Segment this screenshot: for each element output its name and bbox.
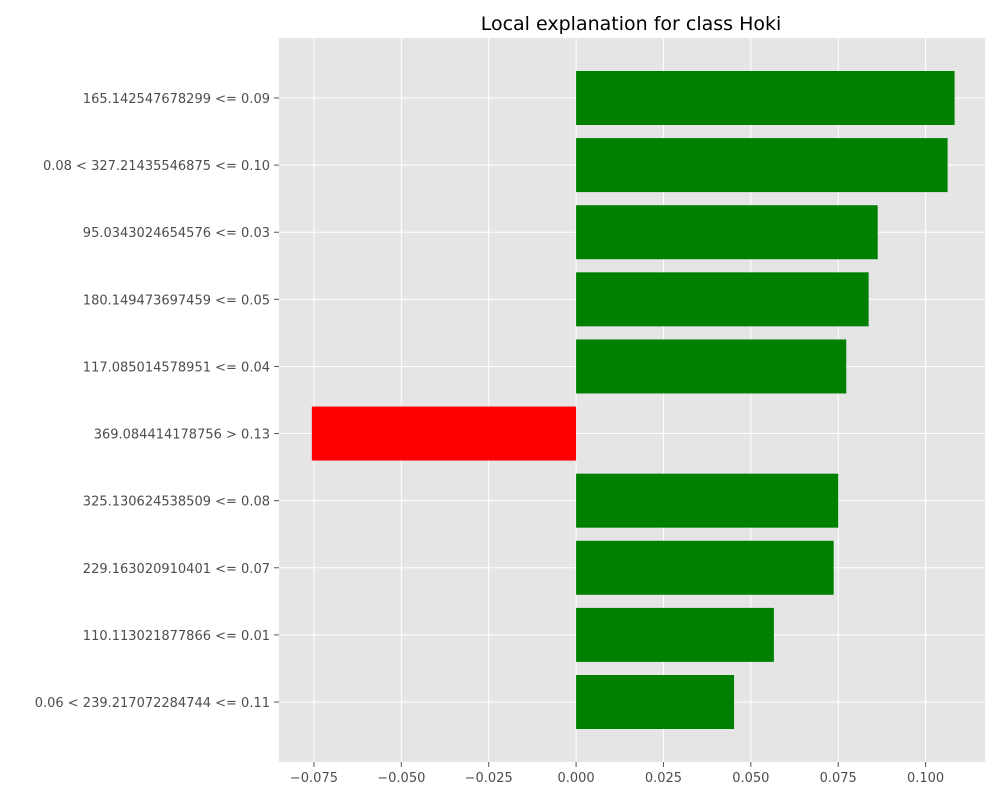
bar: [576, 71, 955, 125]
y-tick-label: 229.163020910401 <= 0.07: [83, 562, 270, 577]
bar: [576, 473, 839, 528]
x-tick-label: −0.075: [290, 771, 338, 786]
x-tick-label: −0.050: [377, 771, 425, 786]
chart-title: Local explanation for class Hoki: [481, 13, 782, 35]
y-tick-label: 117.085014578951 <= 0.04: [83, 360, 270, 375]
y-tick-label: 180.149473697459 <= 0.05: [83, 293, 270, 308]
bar: [311, 406, 577, 461]
x-axis-tick-labels: −0.075 −0.050 −0.025 0.000 0.025 0.050 0.075 0.…: [290, 762, 944, 786]
x-tick-label: 0.000: [557, 771, 594, 786]
x-tick-label: −0.025: [465, 771, 513, 786]
y-axis-tick-labels: 165.142547678299 <= 0.09 0.08 < 327.21435…: [35, 92, 279, 711]
bar: [576, 138, 948, 193]
y-tick-label: 0.06 < 239.217072284744 <= 0.11: [35, 696, 270, 711]
y-tick-label: 0.08 < 327.21435546875 <= 0.10: [43, 159, 270, 174]
y-tick-label: 110.113021877866 <= 0.01: [83, 629, 270, 644]
bar: [576, 607, 774, 662]
y-tick-label: 325.130624538509 <= 0.08: [83, 495, 270, 510]
x-tick-label: 0.075: [820, 771, 857, 786]
x-tick-label: 0.050: [732, 771, 769, 786]
bar: [576, 339, 847, 394]
x-tick-label: 0.100: [907, 771, 944, 786]
x-tick-label: 0.025: [645, 771, 682, 786]
bar: [576, 205, 878, 260]
y-tick-label: 95.0343024654576 <= 0.03: [83, 226, 270, 241]
y-tick-label: 165.142547678299 <= 0.09: [83, 92, 270, 107]
bars: [311, 71, 955, 729]
bar: [576, 272, 869, 327]
y-tick-label: 369.084414178756 > 0.13: [94, 428, 270, 443]
bar: [576, 675, 735, 729]
bar: [576, 540, 834, 595]
